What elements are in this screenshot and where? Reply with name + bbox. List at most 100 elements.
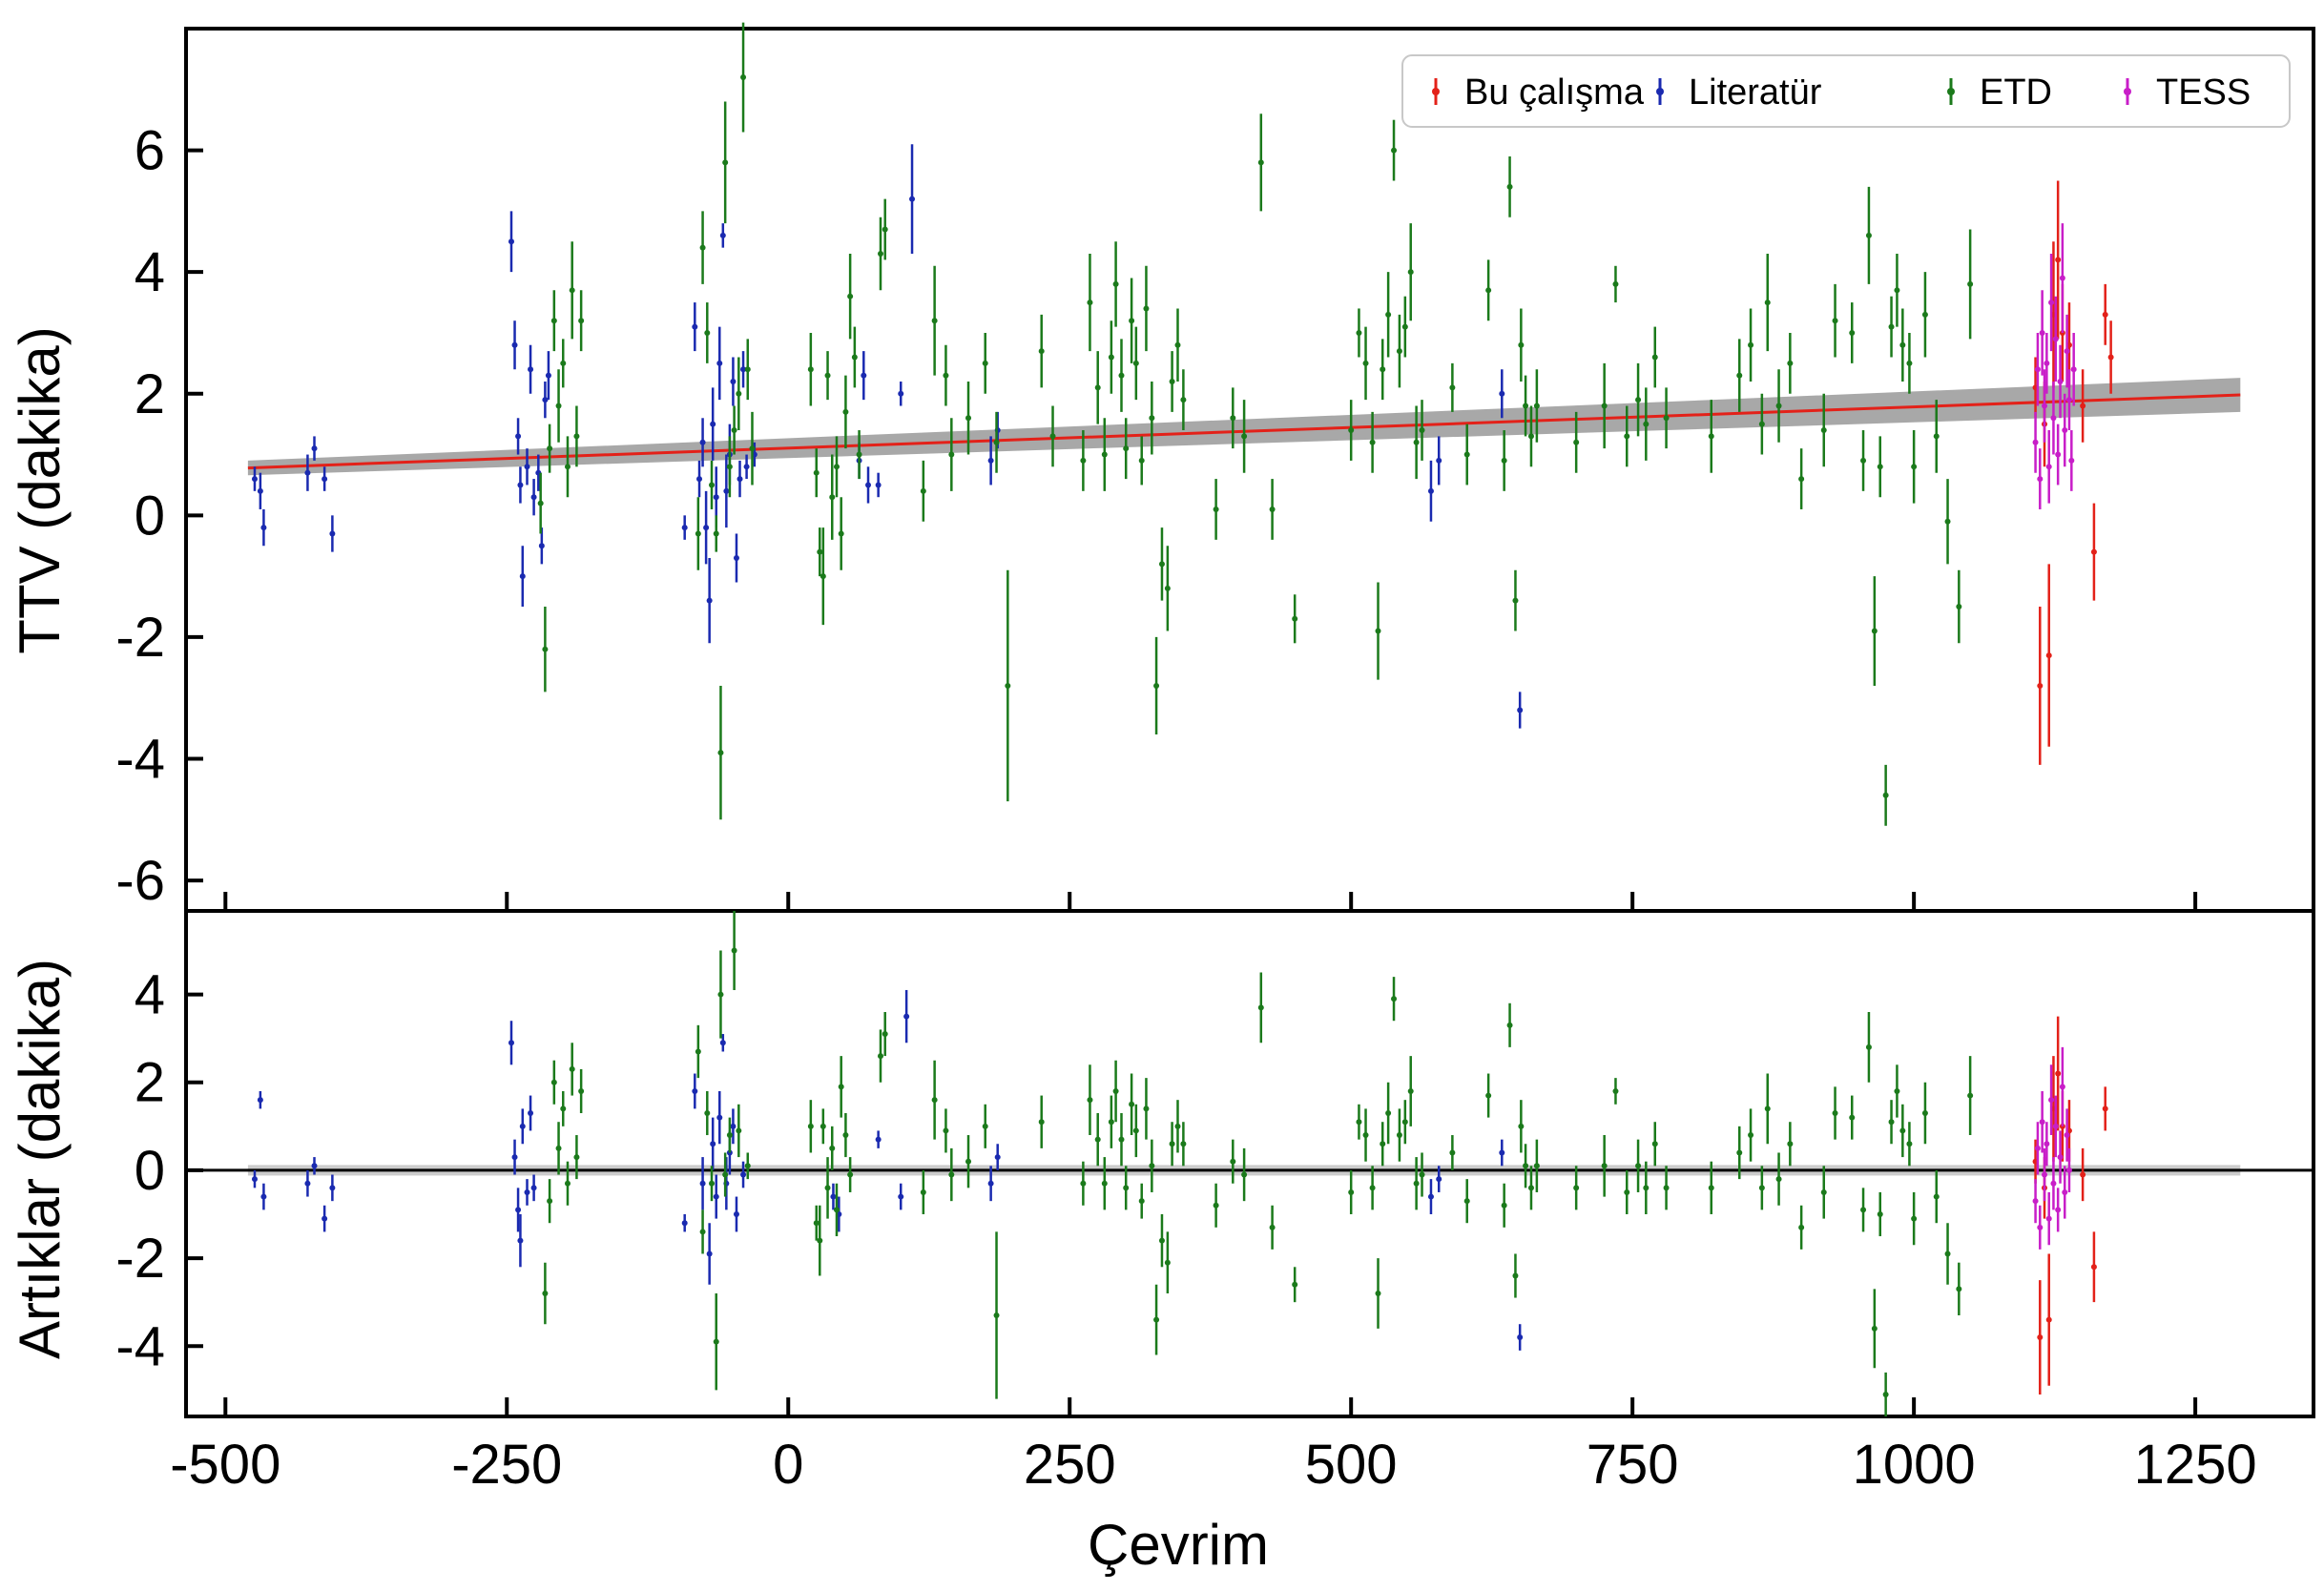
residual-point [1158,1237,1165,1244]
ttv-point [982,360,988,366]
residual-point [1518,1123,1525,1129]
ttv-point [2080,403,2086,409]
ttv-point [1213,506,1219,512]
ttv-point [2107,354,2114,361]
ttv-point [550,318,557,324]
ttv-point [1612,280,1619,287]
residual-point [1419,1171,1425,1178]
ttv-point [519,573,526,580]
residual-point [882,1031,888,1038]
ttv-point [2065,397,2072,403]
residual-point [681,1220,688,1227]
residual-point [515,1207,522,1213]
ttv-point [1449,384,1456,391]
ttv-point [713,494,719,501]
ttv-point [2037,476,2044,483]
residual-point [943,1127,949,1134]
residual-point [1899,1127,1906,1134]
residual-point [1038,1119,1045,1126]
residual-point [1241,1171,1248,1178]
ttv-point [1758,421,1765,427]
residual-point [1758,1185,1765,1191]
ttv-point [1049,433,1056,440]
ttv-point [824,372,831,379]
residual-point [1356,1119,1362,1126]
ttv-panel-frame [184,27,2315,913]
ttv-point [2050,415,2057,422]
residual-point [304,1180,311,1187]
ttv-series-tess [2032,223,2077,509]
ttv-point [2052,336,2059,342]
residual-point [1348,1188,1355,1195]
residual-point [2059,1084,2065,1090]
ttv-point [2059,275,2065,281]
residual-point [555,1145,562,1151]
legend-marker-point [1656,88,1664,95]
residual-point [1736,1149,1743,1156]
ttv-point [1391,147,1398,154]
ttv-point [2042,403,2048,409]
residual-point [260,1193,267,1200]
legend-label: TESS [2156,72,2251,113]
ttv-point [547,445,553,452]
residual-point [1921,1110,1928,1116]
residual-point [1174,1123,1181,1129]
residual-series-bu-calisma [2032,1016,2108,1395]
residual-point [706,1250,713,1257]
ttv-point [2045,464,2052,470]
ttv-point [1108,354,1114,361]
residual-point [692,1087,698,1094]
ttv-point [555,403,562,409]
ttv-point [1663,415,1670,422]
ttv-point [1180,397,1187,403]
residual-point [2064,1132,2070,1139]
residual-point [730,1123,737,1129]
legend-marker-point [1947,88,1955,95]
ttv-point [329,530,336,537]
ttv-ytick-label: 4 [135,241,165,303]
ttv-ytick-label: 0 [135,485,165,547]
ttv-point [1624,433,1630,440]
residual-point [1101,1180,1108,1187]
legend-label: Literatür [1689,72,1822,113]
residual-point [1601,1163,1608,1169]
residual-point [528,1110,534,1116]
ttv-point [1257,159,1264,166]
ttv-point [2057,379,2064,384]
residual-point [2032,1198,2039,1205]
residual-point [699,1229,706,1235]
ttv-point [931,318,938,324]
residual-point [1764,1105,1771,1112]
ttv-point [545,372,551,379]
residual-point [2050,1180,2057,1187]
legend-entry-bu-calisma: Bu çalışma [1432,72,1645,113]
residual-point [987,1180,994,1187]
residual-point [2044,1141,2050,1147]
residual-point [1463,1198,1470,1205]
ttv-point [1401,323,1408,330]
residual-point [1820,1188,1827,1195]
ttv-point [1292,615,1298,622]
ttv-point [542,397,549,403]
ttv-point [1643,421,1650,427]
ttv-point [717,750,724,756]
residual-point [842,1132,849,1139]
residual-point [948,1171,955,1178]
residual-point [726,1132,733,1139]
ttv-point [1380,366,1386,373]
ttv-point [833,464,840,470]
residual-point [1533,1163,1540,1169]
ttv-point [2039,329,2045,336]
residual-point [1612,1087,1619,1094]
ttv-point [1413,439,1420,445]
residual-point [1380,1141,1386,1147]
residual-point [1292,1281,1298,1288]
residual-point [1882,1391,1889,1397]
ttv-point [1132,360,1139,366]
ttv-point [1485,287,1492,294]
ttv-point [699,244,706,251]
residual-point [982,1123,988,1129]
ttv-point [993,439,1000,445]
residual-point [1708,1185,1714,1191]
residual-point [1501,1202,1507,1209]
